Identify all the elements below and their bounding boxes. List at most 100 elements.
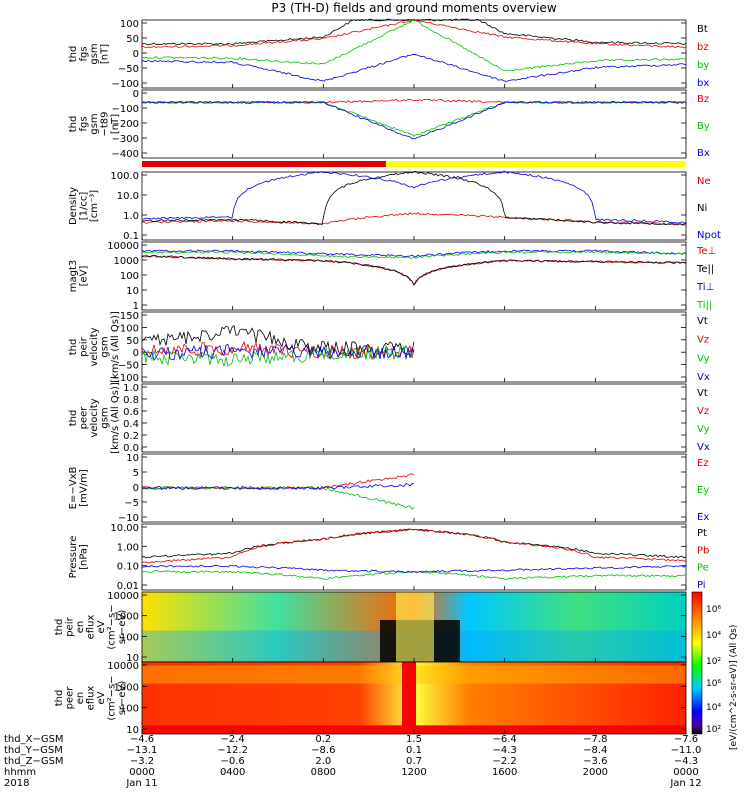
x-tick-label: Jan 11 bbox=[125, 778, 157, 789]
legend-entry: Ez bbox=[697, 458, 709, 469]
y-tick-label: 100 bbox=[120, 19, 139, 30]
y-axis-label: [nT] bbox=[100, 44, 111, 64]
y-tick-label: 0.4 bbox=[123, 419, 139, 430]
y-tick-label: 5 bbox=[133, 468, 139, 479]
colorbar-tick: 10⁴ bbox=[706, 631, 721, 641]
series-line-Te⊥ bbox=[141, 254, 687, 287]
y-axis-label: −t89 bbox=[100, 111, 111, 136]
colorbar-tick: 10² bbox=[706, 657, 721, 667]
y-tick-label: 10000 bbox=[107, 661, 139, 672]
orbit-region-bar bbox=[142, 161, 686, 167]
y-tick-label: 1000 bbox=[114, 256, 139, 267]
series-line-Ex bbox=[141, 483, 414, 491]
y-axis-label: [km/s (All Qs)] bbox=[110, 382, 121, 454]
y-tick-label: 100.0 bbox=[110, 171, 139, 182]
panel-frame bbox=[141, 89, 687, 159]
y-axis-label: eV bbox=[96, 691, 107, 704]
y-tick-label: 150 bbox=[120, 311, 139, 322]
y-tick-label: −300 bbox=[112, 134, 139, 145]
panel-pressure: 10.00 1.00 0.10 0.01 Pressure [nPa] Pt Pb Pe Pi bbox=[68, 523, 709, 592]
series-line-Te|| bbox=[141, 255, 687, 286]
legend-entry: By bbox=[697, 121, 710, 132]
legend-entry: Npot bbox=[697, 230, 721, 241]
series-line-Pi bbox=[141, 564, 687, 573]
y-tick-label: 1000 bbox=[114, 682, 139, 693]
y-axis-label: gsm bbox=[100, 336, 111, 357]
y-tick-label: −5 bbox=[124, 498, 139, 509]
x-tick-label: −13.1 bbox=[127, 745, 158, 756]
y-tick-label: 0 bbox=[133, 483, 139, 494]
y-tick-label: 100 bbox=[120, 271, 139, 282]
y-axis-label: eflux bbox=[86, 686, 97, 711]
panel-peer-spectrogram: 10000 1000 100 10 thd peer en eflux eV (cm²−s− sr−… bbox=[54, 661, 687, 736]
y-tick-label: 10 bbox=[126, 453, 139, 464]
y-tick-label: 0 bbox=[133, 89, 139, 100]
colorbar-tick: 10² bbox=[706, 725, 721, 735]
legend-entry: Ex bbox=[697, 512, 709, 523]
legend-entry: Pt bbox=[697, 528, 707, 539]
y-axis-label: Density bbox=[68, 187, 79, 225]
y-axis-label: eflux bbox=[86, 615, 97, 640]
x-axis-row-label: 2018 bbox=[4, 778, 29, 789]
x-tick-label: 0.2 bbox=[315, 734, 331, 745]
y-axis-label: sr−eV) bbox=[117, 681, 128, 716]
x-tick-label: −2.2 bbox=[493, 756, 517, 767]
y-tick-label: 100 bbox=[120, 632, 139, 643]
series-line-Vx bbox=[141, 343, 415, 362]
y-tick-label: 10000 bbox=[107, 241, 139, 252]
y-tick-label: −400 bbox=[112, 149, 139, 160]
y-tick-label: 50 bbox=[126, 34, 139, 45]
y-tick-label: 10.00 bbox=[110, 523, 139, 534]
series-line-Ey bbox=[141, 485, 415, 510]
x-tick-label: −7.8 bbox=[583, 734, 607, 745]
y-tick-label: 10 bbox=[126, 286, 139, 297]
legend-entry: Bz bbox=[697, 94, 709, 105]
y-tick-label: 1.0 bbox=[123, 383, 139, 394]
series-line-Ni bbox=[141, 170, 687, 226]
y-tick-label: −50 bbox=[118, 361, 139, 372]
y-axis-label: magt3 bbox=[68, 260, 79, 293]
colorbar-tick: 10⁴ bbox=[706, 703, 721, 713]
y-tick-label: 1 bbox=[133, 301, 139, 312]
legend-entry: Vy bbox=[697, 424, 710, 435]
y-axis-label: thd bbox=[68, 46, 79, 63]
y-axis-label: (cm²−s− bbox=[107, 604, 118, 649]
x-tick-label: −6.4 bbox=[493, 734, 517, 745]
y-axis-label: [eV] bbox=[79, 266, 90, 287]
y-tick-label: 0.8 bbox=[123, 395, 139, 406]
x-tick-label: 0000 bbox=[673, 767, 698, 778]
y-tick-label: 0.1 bbox=[123, 231, 139, 242]
panel-frame bbox=[141, 311, 687, 383]
x-tick-label: 1.5 bbox=[406, 734, 422, 745]
legend-entry: Vx bbox=[697, 372, 710, 383]
x-tick-label: −2.4 bbox=[221, 734, 245, 745]
legend-entry: Vz bbox=[697, 406, 709, 417]
series-line-Ti|| bbox=[141, 250, 687, 259]
legend-entry: Ne bbox=[697, 176, 711, 187]
y-axis-label: peer bbox=[79, 406, 90, 430]
series-line-Pb bbox=[141, 528, 687, 564]
y-tick-label: 10000 bbox=[107, 591, 139, 602]
panel-peer-velocity: 1.00.80.60.40.20.0 thd peer velocity gsm [km/… bbox=[68, 382, 710, 454]
series-line-Bx bbox=[141, 100, 687, 140]
y-axis-label: [mV/m] bbox=[79, 469, 90, 507]
x-axis-row-label: hhmm bbox=[4, 767, 36, 778]
y-tick-label: 0.2 bbox=[123, 431, 139, 442]
panel-frame bbox=[141, 523, 687, 591]
y-axis-label: gsm bbox=[89, 113, 100, 134]
x-tick-label: −8.4 bbox=[583, 745, 607, 756]
x-tick-label: −3.6 bbox=[583, 756, 607, 767]
spectrogram-feature bbox=[402, 662, 416, 734]
x-tick-label: −4.3 bbox=[674, 756, 698, 767]
x-tick-label: 0000 bbox=[129, 767, 154, 778]
series-line-Vt bbox=[141, 325, 415, 357]
legend-entry: Ti|| bbox=[696, 300, 712, 311]
series-line-bz bbox=[141, 18, 687, 49]
y-axis-label: thd bbox=[68, 410, 79, 427]
legend-entry: Te|| bbox=[696, 264, 714, 275]
y-axis-label: fgs bbox=[79, 116, 90, 131]
series-line-Pe bbox=[141, 570, 687, 581]
